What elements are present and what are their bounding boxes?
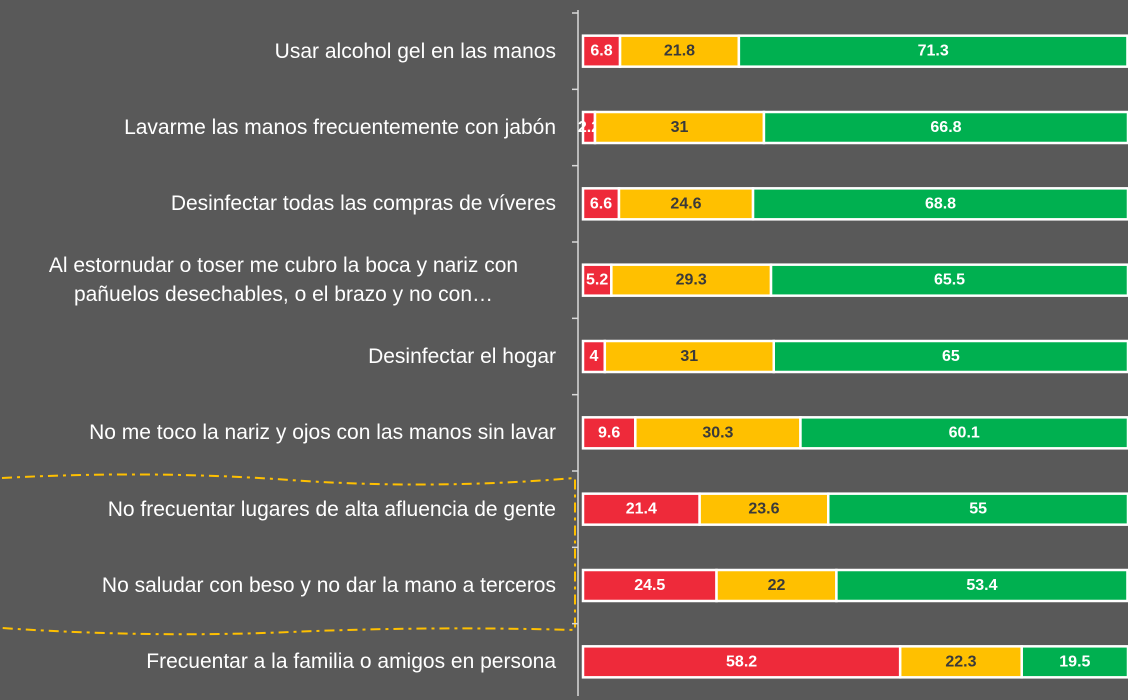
bar-segment: [581, 187, 621, 221]
category-label: Lavarme las manos frecuentemente con jab…: [0, 89, 556, 165]
category-text: Frecuentar a la familia o amigos en pers…: [146, 650, 556, 674]
data-label: 30.3: [702, 424, 733, 441]
category-label: Usar alcohol gel en las manos: [0, 13, 556, 89]
data-label: 31: [680, 348, 698, 365]
data-label: 24.6: [670, 195, 701, 212]
data-label: 5.2: [586, 272, 608, 289]
category-text: Usar alcohol gel en las manos: [274, 39, 556, 63]
bar-segment: [581, 263, 613, 297]
data-label: 68.8: [925, 195, 956, 212]
data-label: 29.3: [676, 272, 707, 289]
category-text: No me toco la nariz y ojos con las manos…: [89, 421, 556, 445]
data-label: 55: [969, 501, 987, 518]
bar-segment: [634, 416, 802, 450]
data-label: 65: [942, 348, 960, 365]
bar-segment: [603, 339, 775, 374]
data-label: 21.8: [664, 43, 695, 60]
bar-segment: [835, 568, 1128, 603]
data-label: 6.8: [590, 43, 612, 60]
bar-segment: [581, 568, 718, 603]
category-text: Desinfectar todas las compras de víveres: [170, 192, 556, 216]
data-label: 6.6: [590, 195, 612, 212]
category-text: No saludar con beso y no dar la mano a t…: [101, 573, 556, 597]
bar-segment: [698, 492, 830, 526]
highlight-outline: [1, 473, 576, 636]
category-label: No frecuentar lugares de alta afluencia …: [0, 471, 556, 547]
category-label: Al estornudar o toser me cubro la boca y…: [0, 242, 556, 318]
category-text: Desinfectar el hogar: [368, 344, 556, 368]
data-label: 21.4: [626, 501, 657, 518]
data-label: 22.3: [945, 653, 976, 670]
category-label: Frecuentar a la familia o amigos en pers…: [0, 624, 556, 700]
category-label: No me toco la nariz y ojos con las manos…: [0, 395, 556, 471]
bar-segment: [762, 110, 1128, 145]
category-text: No frecuentar lugares de alta afluencia …: [107, 497, 556, 521]
category-text: Lavarme las manos frecuentemente con jab…: [124, 115, 556, 139]
category-label: Desinfectar todas las compras de víveres: [0, 166, 556, 242]
data-label: 4: [589, 348, 598, 365]
bar-segment: [581, 645, 902, 679]
data-label: 24.5: [634, 577, 665, 594]
data-label: 19.5: [1059, 653, 1090, 670]
data-label: 9.6: [598, 424, 620, 441]
bar-segment: [799, 416, 1128, 450]
bar-segment: [617, 187, 755, 221]
bar-segment: [581, 492, 701, 526]
data-label: 71.3: [918, 43, 949, 60]
data-label: 53.4: [966, 577, 997, 594]
category-label: No saludar con beso y no dar la mano a t…: [0, 547, 556, 623]
data-label: 60.1: [949, 424, 980, 441]
bar-segment: [898, 645, 1023, 679]
bar-segment: [751, 187, 1128, 221]
bar-segment: [769, 263, 1128, 297]
data-label: 22: [768, 577, 786, 594]
data-label: 58.2: [726, 653, 757, 670]
data-label: 66.8: [930, 119, 961, 136]
bar-segment: [581, 34, 622, 68]
bar-segment: [827, 492, 1128, 526]
data-label: 23.6: [748, 501, 779, 518]
bar-segment: [772, 339, 1128, 374]
category-label: Desinfectar el hogar: [0, 318, 556, 394]
data-label: 65.5: [934, 272, 965, 289]
bar-segment: [737, 34, 1128, 68]
category-text: Al estornudar o toser me cubro la boca y…: [48, 254, 519, 307]
data-label: 31: [671, 119, 689, 136]
